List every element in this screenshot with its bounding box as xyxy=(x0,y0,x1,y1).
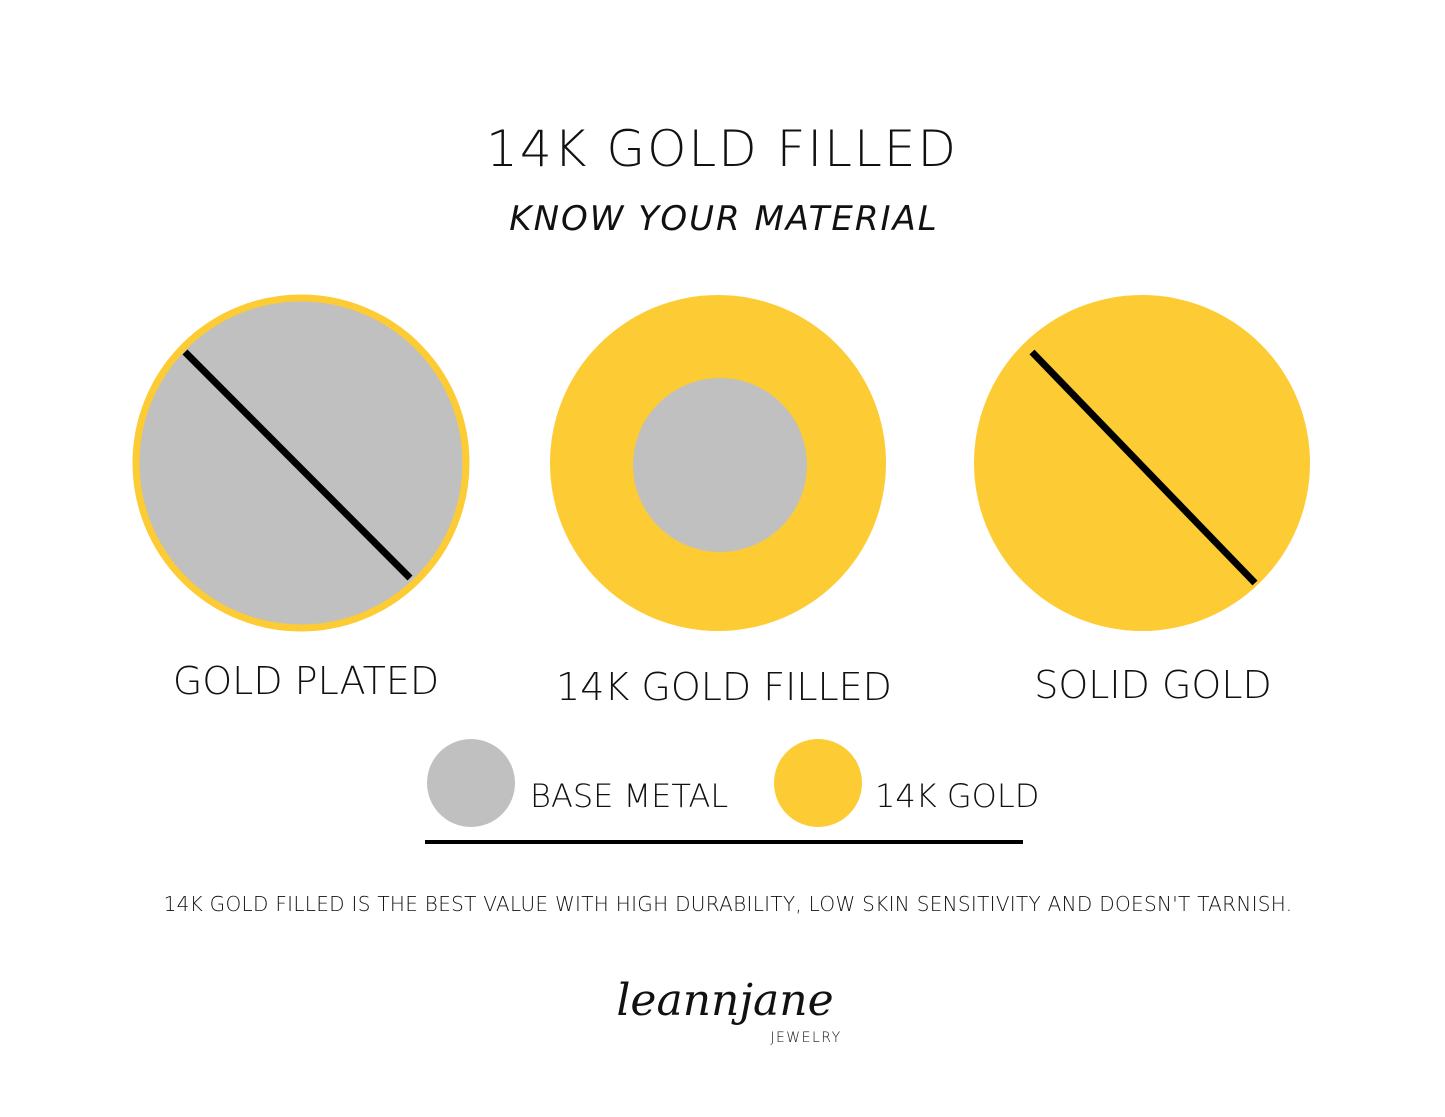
cut-line xyxy=(182,349,413,581)
logo-sub: JEWELRY xyxy=(770,1030,841,1046)
title: 14K GOLD FILLED xyxy=(486,120,958,178)
logo-name: leannjane xyxy=(616,975,833,1026)
gold-filled-core xyxy=(633,378,807,552)
item-label: SOLID GOLD xyxy=(1034,663,1272,707)
item-label: GOLD PLATED xyxy=(173,659,439,703)
subtitle: KNOW YOUR MATERIAL xyxy=(509,199,938,239)
legend-label: 14K GOLD xyxy=(875,777,1039,815)
legend-swatch xyxy=(427,739,515,827)
item-label: 14K GOLD FILLED xyxy=(556,665,892,709)
note: 14K GOLD FILLED IS THE BEST VALUE WITH H… xyxy=(164,892,1293,916)
gold-plated-circle xyxy=(132,294,470,632)
legend-label: BASE METAL xyxy=(530,777,728,815)
legend-swatch xyxy=(774,739,862,827)
cut-line xyxy=(1029,349,1258,586)
